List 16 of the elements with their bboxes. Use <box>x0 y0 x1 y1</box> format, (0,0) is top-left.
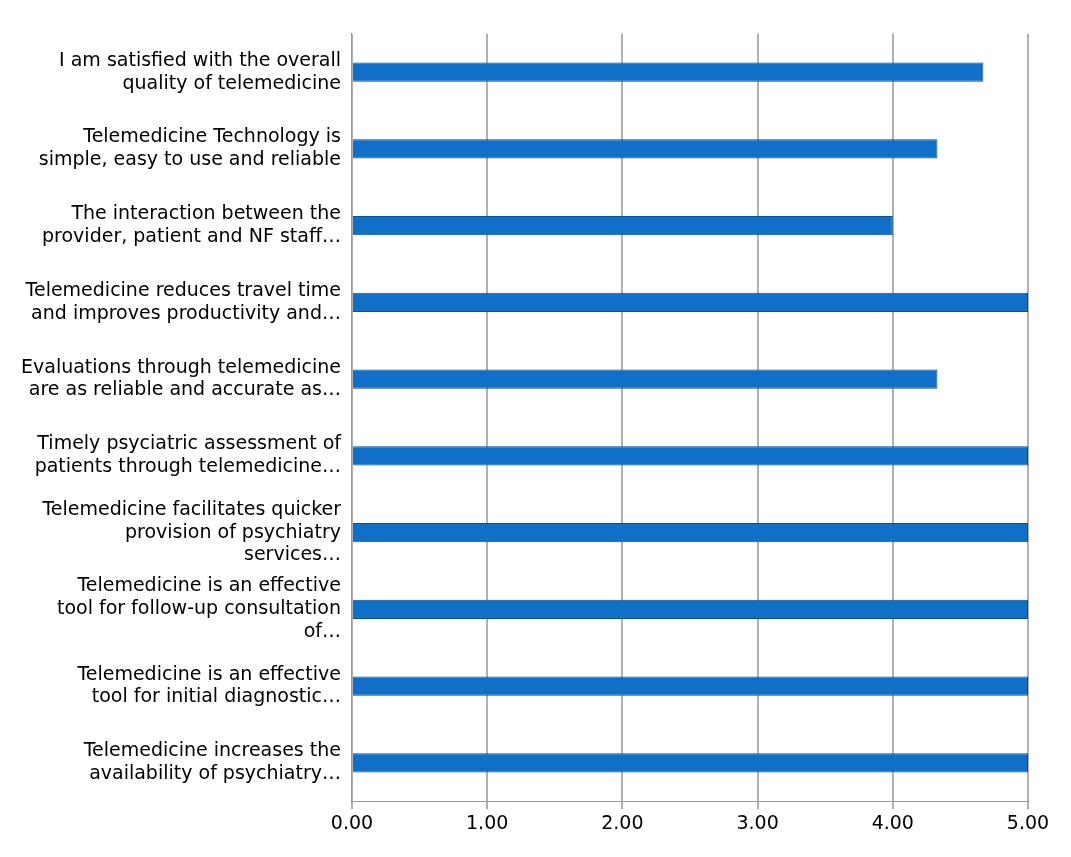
x-tick-label: 0.00 <box>330 810 374 833</box>
y-tick-label: Telemedicine Technology is simple, easy to use and reliable <box>38 124 341 170</box>
y-tick-label: Timely psyciatric assessment of patients through telemedicine… <box>34 431 343 477</box>
x-tick-label: 1.00 <box>466 810 509 833</box>
y-tick-label: Telemedicine increases the availability of psychiatry… <box>82 738 341 784</box>
x-tick-label: 5.00 <box>1006 810 1050 833</box>
y-tick-label: Telemedicine is an effective tool for follow-up consultation of… <box>56 573 341 642</box>
x-tick-label: 2.00 <box>601 810 644 833</box>
y-tick-label: Evaluations through telemedicine are as reliable and accurate as… <box>20 354 341 400</box>
y-tick-label: I am satisfied with the overall quality of telemedicine <box>59 47 341 93</box>
y-tick-label: Telemedicine facilitates quicker provision of psychiatry services… <box>41 496 342 565</box>
y-tick-label: The interaction between the provider, patient and NF staff… <box>42 201 341 246</box>
x-tick-label: 3.00 <box>736 810 779 833</box>
y-tick-label: Telemedicine reduces travel time and improves productivity and… <box>24 277 341 323</box>
y-tick-label: Telemedicine is an effective tool for initial diagnostic… <box>76 661 341 707</box>
x-tick-label: 4.00 <box>871 810 914 833</box>
